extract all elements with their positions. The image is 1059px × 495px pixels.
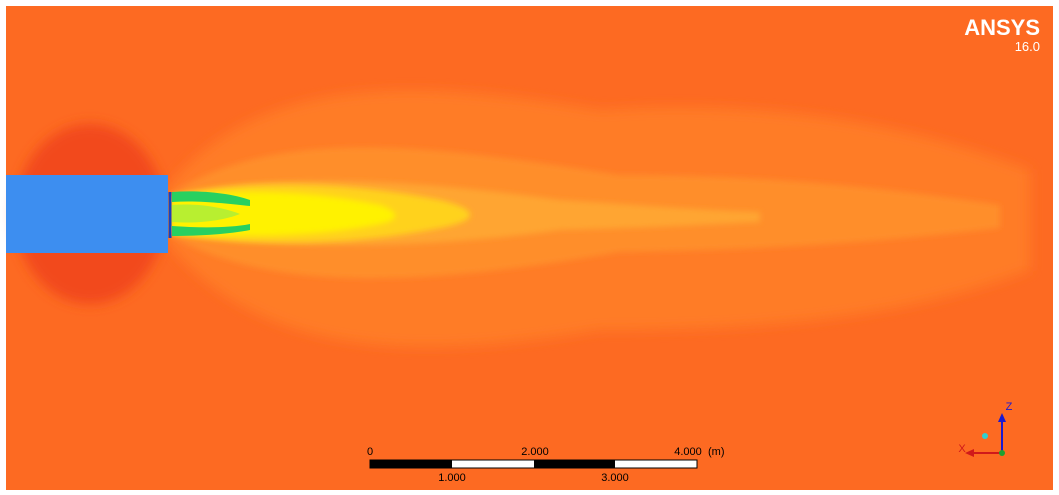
scale-label: 4.000 [674,446,702,458]
triad-origin [999,450,1005,456]
scale-label: 2.000 [521,446,549,458]
scale-segment [370,460,452,468]
version: 16.0 [1015,39,1040,54]
page: ANSYS 16.0 0 2.000 4.000 (m) 1.000 3.000… [0,0,1059,495]
scale-segment [534,460,615,468]
scale-label: 0 [367,446,373,458]
viewport: ANSYS 16.0 0 2.000 4.000 (m) 1.000 3.000… [0,0,1059,495]
inlet-body [6,175,168,253]
triad-marker [982,433,988,439]
scale-label: 1.000 [438,472,466,484]
brand: ANSYS [964,15,1040,40]
triad-label: X [958,443,966,455]
triad-label: Z [1006,401,1013,413]
scale-label: 3.000 [601,472,629,484]
scale-unit: (m) [708,446,725,458]
